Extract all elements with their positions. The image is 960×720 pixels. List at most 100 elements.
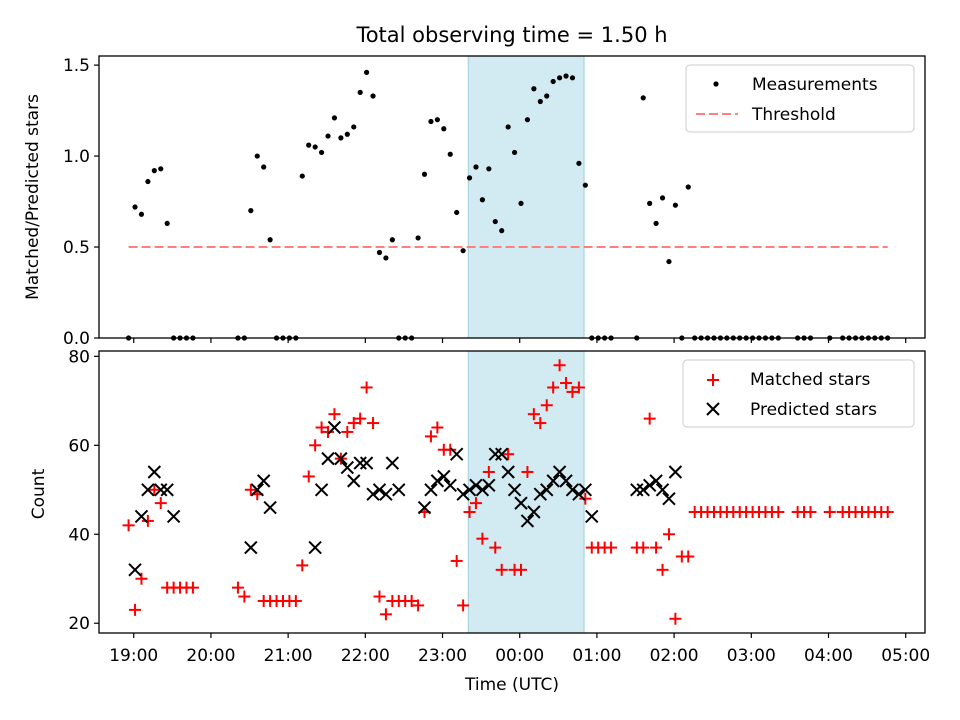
matched-star-point [431,421,444,434]
measurement-point [550,78,556,85]
predicted-star-point [630,483,644,497]
measurement-point [318,149,325,156]
predicted-star-point [353,456,367,470]
predicted-star-point [443,478,457,493]
bottom-y-tick-label: 40 [68,525,90,545]
measurement-point [640,95,646,101]
predicted-star-point [507,483,522,497]
matched-star-point [424,430,437,443]
measurement-point [441,126,447,132]
predicted-star-point [449,447,464,461]
measurement-point [582,182,588,188]
measurement-point [338,135,344,141]
bottom-y-ticks: 20 40 60 80 [68,347,99,634]
predicted-star-point [655,483,670,497]
matched-star-point [289,594,302,607]
predicted-star-point [668,465,683,479]
matched-star-point [347,417,360,430]
x-tick-label: 02:00 [650,646,699,666]
predicted-star-point [540,483,554,497]
matched-star-point [360,381,373,394]
predicted-star-point [514,496,528,510]
predicted-star-point [154,483,168,497]
matched-star-point [457,599,470,612]
predicted-star-point [495,447,509,461]
measurement-point [158,166,164,172]
legend-predicted-label: Predicted stars [750,400,877,420]
predicted-star-point [572,487,586,501]
measurement-point [569,75,576,81]
measurement-point [659,195,666,201]
matched-star-point [560,377,573,390]
matched-star-point [643,412,656,425]
matched-star-point [135,572,148,585]
predicted-star-point [366,487,380,501]
predicted-star-point [662,491,676,506]
measurement-point [344,131,350,137]
bottom-y-tick-label: 80 [68,347,90,367]
measurement-point [132,204,138,210]
x-tick-label: 01:00 [572,646,621,666]
predicted-star-point [250,483,264,497]
measurement-point [164,220,170,226]
matched-star-point [444,443,457,456]
measurement-point [511,149,518,156]
top-y-tick-label: 1.5 [63,56,90,76]
bottom-legend-box [682,359,915,428]
predicted-star-point [147,465,162,479]
predicted-star-point [417,500,432,515]
top-legend: Measurements Threshold [685,64,915,133]
predicted-star-point [385,456,400,470]
predicted-star-point [263,500,277,515]
measurement-point [460,248,466,254]
predicted-star-point [314,483,329,497]
highlight-rect-top [467,55,585,339]
matched-star-point [572,381,585,394]
x-tick-label: 04:00 [804,646,853,666]
predicted-star-point [340,460,355,475]
top-x-ticks [133,338,907,343]
measurement-point [364,69,370,75]
predicted-star-point [552,465,567,479]
matched-star-point [328,408,341,421]
matched-star-point [804,506,817,519]
predicted-star-point [160,483,174,497]
bottom-y-tick-label: 20 [68,614,90,634]
top-y-tick-label: 0.0 [63,329,90,349]
bottom-y-axis-label: Count [29,468,49,519]
measurement-point [331,115,338,121]
matched-star-point [566,385,579,398]
top-y-tick-label: 0.5 [63,238,90,258]
predicted-star-point [430,474,445,488]
x-tick-label: 23:00 [418,646,467,666]
top-panel: Total observing time = 1.50 h 0.0 0.5 1.0 1… [23,23,926,349]
measurement-point [454,209,460,216]
measurement-point [486,166,492,172]
predicted-star-point [559,474,573,488]
predicted-star-point [392,483,406,497]
measurement-point [261,164,267,170]
measurement-point [499,228,505,234]
top-y-axis-label: Matched/Predicted stars [23,94,43,300]
measurement-point [518,200,524,206]
measurement-point [531,86,537,92]
predicted-star-point [475,483,490,497]
matched-star-point [379,608,392,621]
predicted-star-point [533,487,548,501]
matched-star-point [244,483,257,496]
matched-star-point [823,506,836,519]
predicted-star-point [134,509,149,524]
predicted-star-point [256,474,271,488]
predicted-star-point [327,420,342,435]
predicted-star-point [379,487,393,501]
matched-star-point [469,497,482,510]
measurement-point [524,117,531,123]
bottom-highlight-span [467,350,585,634]
matched-star-point [650,541,663,554]
matched-star-point [412,599,425,612]
matched-star-point [315,421,328,434]
matched-star-point [141,514,154,527]
predicted-star-point [501,465,515,479]
top-y-tick-label: 1.0 [63,147,90,167]
